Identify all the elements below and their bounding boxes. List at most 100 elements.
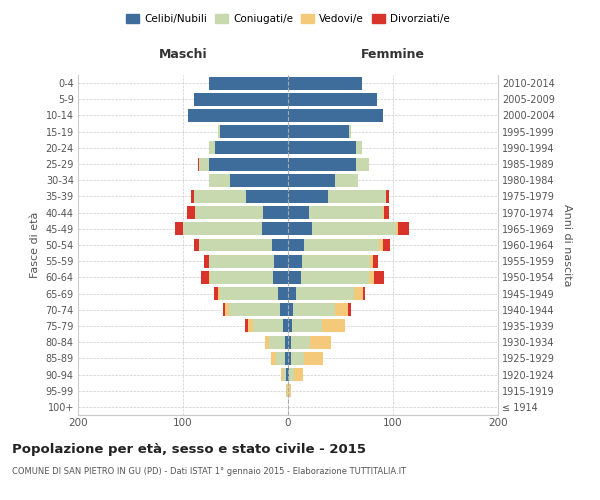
Bar bbox=[288, 271, 301, 284]
Bar bbox=[289, 368, 295, 381]
Bar bbox=[288, 76, 361, 90]
Bar bbox=[285, 336, 288, 348]
Bar bbox=[288, 125, 349, 138]
Bar bbox=[288, 109, 383, 122]
Bar bbox=[265, 336, 269, 348]
Bar bbox=[283, 368, 286, 381]
Bar bbox=[277, 352, 285, 365]
Bar bbox=[335, 174, 358, 186]
Bar bbox=[287, 384, 288, 397]
Bar bbox=[209, 158, 288, 170]
Bar bbox=[288, 384, 289, 397]
Bar bbox=[335, 304, 348, 316]
Bar bbox=[288, 93, 377, 106]
Bar bbox=[283, 320, 288, 332]
Bar bbox=[218, 287, 220, 300]
Bar bbox=[296, 287, 354, 300]
Bar bbox=[288, 320, 292, 332]
Bar bbox=[288, 222, 312, 235]
Bar bbox=[225, 304, 229, 316]
Bar bbox=[204, 254, 209, 268]
Bar bbox=[209, 174, 230, 186]
Bar bbox=[286, 384, 287, 397]
Bar bbox=[286, 368, 288, 381]
Bar bbox=[193, 190, 246, 203]
Bar bbox=[288, 336, 291, 348]
Bar bbox=[281, 368, 283, 381]
Bar bbox=[220, 125, 288, 138]
Bar bbox=[188, 109, 288, 122]
Bar bbox=[187, 206, 194, 219]
Bar bbox=[209, 254, 274, 268]
Bar bbox=[288, 206, 309, 219]
Bar bbox=[304, 238, 379, 252]
Bar bbox=[272, 238, 288, 252]
Bar bbox=[310, 336, 331, 348]
Bar bbox=[288, 352, 291, 365]
Bar bbox=[374, 271, 383, 284]
Text: COMUNE DI SAN PIETRO IN GU (PD) - Dati ISTAT 1° gennaio 2015 - Elaborazione TUTT: COMUNE DI SAN PIETRO IN GU (PD) - Dati I… bbox=[12, 468, 406, 476]
Bar bbox=[288, 174, 335, 186]
Bar bbox=[197, 158, 199, 170]
Bar bbox=[277, 287, 288, 300]
Bar bbox=[398, 222, 409, 235]
Bar bbox=[209, 142, 215, 154]
Bar bbox=[220, 287, 277, 300]
Bar bbox=[269, 336, 285, 348]
Bar bbox=[199, 238, 272, 252]
Bar bbox=[309, 206, 383, 219]
Bar bbox=[293, 304, 335, 316]
Bar bbox=[288, 287, 296, 300]
Bar bbox=[383, 206, 389, 219]
Bar bbox=[301, 271, 369, 284]
Bar bbox=[356, 158, 369, 170]
Bar bbox=[288, 254, 302, 268]
Bar bbox=[356, 142, 361, 154]
Y-axis label: Anni di nascita: Anni di nascita bbox=[562, 204, 572, 286]
Bar bbox=[295, 368, 303, 381]
Bar bbox=[302, 254, 370, 268]
Bar bbox=[291, 336, 310, 348]
Bar bbox=[312, 222, 396, 235]
Bar bbox=[386, 190, 389, 203]
Legend: Celibi/Nubili, Coniugati/e, Vedovi/e, Divorziati/e: Celibi/Nubili, Coniugati/e, Vedovi/e, Di… bbox=[122, 10, 454, 29]
Bar bbox=[304, 352, 323, 365]
Bar bbox=[362, 287, 365, 300]
Bar bbox=[215, 287, 218, 300]
Bar bbox=[288, 158, 356, 170]
Bar bbox=[209, 76, 288, 90]
Bar bbox=[292, 320, 322, 332]
Bar bbox=[291, 352, 304, 365]
Bar bbox=[369, 271, 374, 284]
Bar bbox=[246, 190, 288, 203]
Bar bbox=[211, 271, 274, 284]
Bar bbox=[288, 304, 293, 316]
Bar bbox=[271, 352, 277, 365]
Bar bbox=[193, 238, 199, 252]
Bar bbox=[274, 271, 288, 284]
Text: Popolazione per età, sesso e stato civile - 2015: Popolazione per età, sesso e stato civil… bbox=[12, 442, 366, 456]
Bar bbox=[354, 287, 362, 300]
Bar bbox=[229, 304, 280, 316]
Bar bbox=[280, 304, 288, 316]
Bar bbox=[201, 271, 209, 284]
Bar bbox=[370, 254, 373, 268]
Bar bbox=[288, 368, 289, 381]
Bar bbox=[285, 352, 288, 365]
Bar bbox=[175, 222, 183, 235]
Bar bbox=[383, 238, 390, 252]
Bar bbox=[328, 190, 386, 203]
Bar bbox=[348, 304, 351, 316]
Bar bbox=[183, 222, 262, 235]
Bar bbox=[230, 174, 288, 186]
Text: Maschi: Maschi bbox=[158, 48, 208, 62]
Bar bbox=[379, 238, 383, 252]
Bar bbox=[245, 320, 248, 332]
Bar bbox=[194, 206, 263, 219]
Bar bbox=[274, 254, 288, 268]
Bar bbox=[223, 304, 225, 316]
Bar bbox=[288, 238, 304, 252]
Bar bbox=[373, 254, 379, 268]
Bar bbox=[349, 125, 351, 138]
Bar bbox=[263, 206, 288, 219]
